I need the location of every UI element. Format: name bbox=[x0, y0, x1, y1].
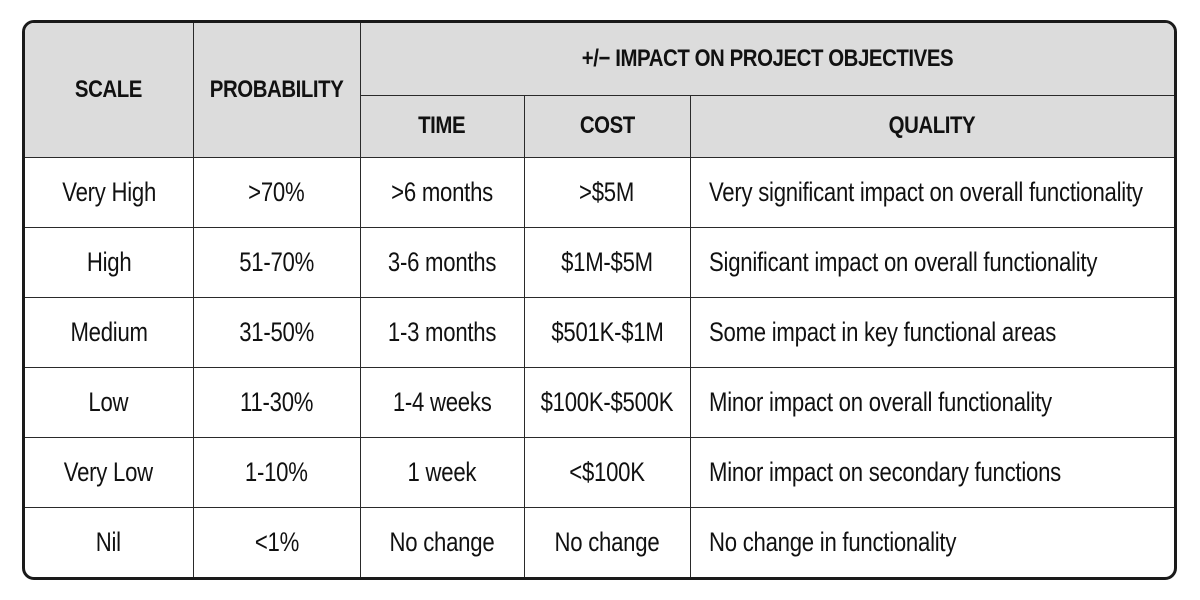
table-row: Medium 31-50% 1-3 months $501K-$1M Some … bbox=[25, 296, 1174, 368]
cell-probability: 31-50% bbox=[192, 296, 361, 368]
cell-scale: Very Low bbox=[25, 436, 194, 508]
cell-time: 1 week bbox=[359, 436, 525, 508]
cell-scale: Very High bbox=[25, 156, 194, 228]
table-row: Low 11-30% 1-4 weeks $100K-$500K Minor i… bbox=[25, 366, 1174, 438]
cell-quality: Very significant impact on overall funct… bbox=[689, 156, 1174, 228]
cell-scale: Low bbox=[25, 366, 194, 438]
cell-cost: $1M-$5M bbox=[523, 226, 691, 298]
table-row: Nil <1% No change No change No change in… bbox=[25, 506, 1174, 577]
cell-quality: No change in functionality bbox=[689, 506, 1174, 577]
cell-time: >6 months bbox=[359, 156, 525, 228]
cell-cost: $100K-$500K bbox=[523, 366, 691, 438]
cell-scale: Nil bbox=[25, 506, 194, 577]
table-row: High 51-70% 3-6 months $1M-$5M Significa… bbox=[25, 226, 1174, 298]
cell-quality: Significant impact on overall functional… bbox=[689, 226, 1174, 298]
cell-quality: Minor impact on secondary functions bbox=[689, 436, 1174, 508]
cell-time: 1-4 weeks bbox=[359, 366, 525, 438]
cell-time: No change bbox=[359, 506, 525, 577]
column-header-scale: SCALE bbox=[25, 23, 194, 158]
cell-cost: No change bbox=[523, 506, 691, 577]
column-header-cost: COST bbox=[523, 94, 691, 158]
cell-cost: $501K-$1M bbox=[523, 296, 691, 368]
column-header-time: TIME bbox=[360, 94, 525, 158]
cell-time: 1-3 months bbox=[359, 296, 525, 368]
cell-probability: 11-30% bbox=[192, 366, 361, 438]
risk-impact-table-frame: SCALE PROBABILITY +/− IMPACT ON PROJECT … bbox=[22, 20, 1177, 580]
risk-impact-table: SCALE PROBABILITY +/− IMPACT ON PROJECT … bbox=[25, 23, 1174, 577]
cell-probability: <1% bbox=[192, 506, 361, 577]
column-header-probability: PROBABILITY bbox=[192, 23, 361, 158]
column-header-quality: QUALITY bbox=[689, 94, 1174, 158]
header-row-top: SCALE PROBABILITY +/− IMPACT ON PROJECT … bbox=[25, 23, 1174, 158]
cell-scale: Medium bbox=[25, 296, 194, 368]
table-row: Very Low 1-10% 1 week <$100K Minor impac… bbox=[25, 436, 1174, 508]
header-row-sub: TIME COST QUALITY bbox=[25, 94, 1174, 158]
table-row: Very High >70% >6 months >$5M Very signi… bbox=[25, 156, 1174, 228]
cell-quality: Some impact in key functional areas bbox=[689, 296, 1174, 368]
cell-time: 3-6 months bbox=[359, 226, 525, 298]
cell-probability: 1-10% bbox=[192, 436, 361, 508]
column-group-header-impact: +/− IMPACT ON PROJECT OBJECTIVES bbox=[359, 23, 1174, 96]
cell-scale: High bbox=[25, 226, 194, 298]
cell-cost: >$5M bbox=[523, 156, 691, 228]
cell-probability: >70% bbox=[192, 156, 361, 228]
cell-quality: Minor impact on overall functionality bbox=[689, 366, 1174, 438]
cell-cost: <$100K bbox=[523, 436, 691, 508]
cell-probability: 51-70% bbox=[192, 226, 361, 298]
